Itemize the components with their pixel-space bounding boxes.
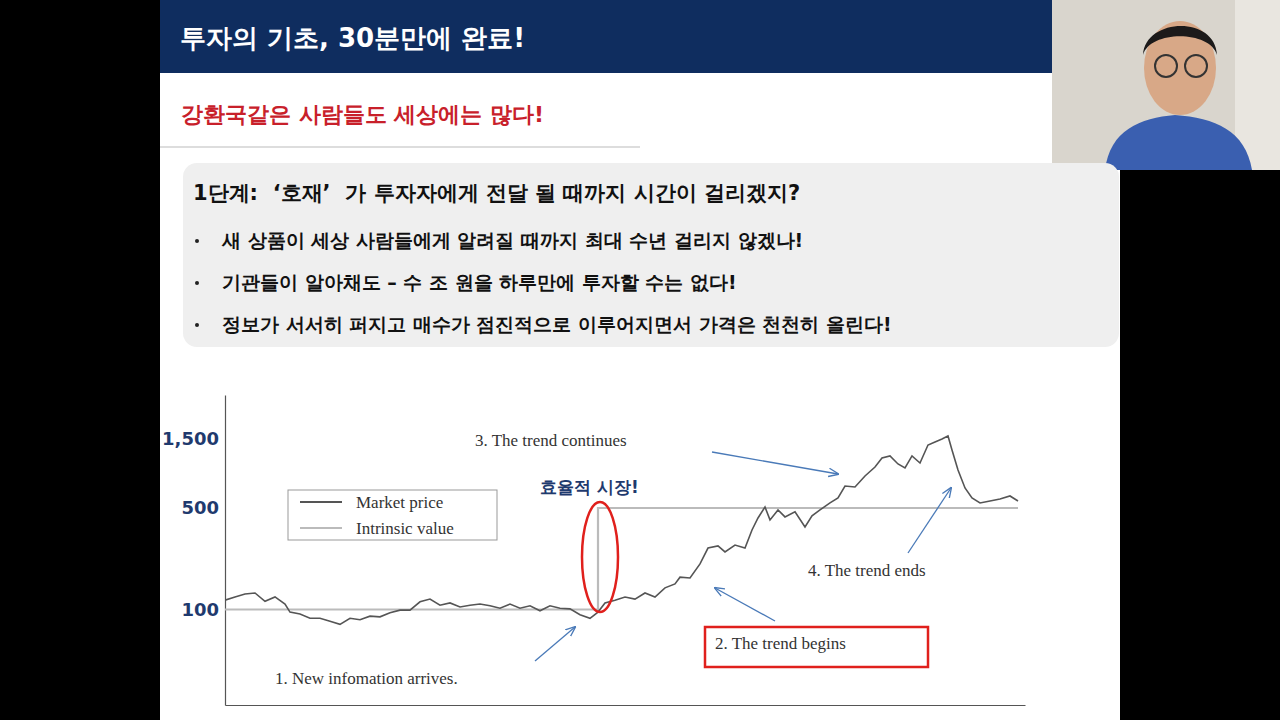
x-axis-line bbox=[226, 705, 1026, 706]
annotation-text: 1. New infomation arrives. bbox=[275, 669, 458, 688]
annotation-text: 3. The trend continues bbox=[475, 431, 627, 450]
annotation-arrow bbox=[715, 588, 775, 621]
bullet-text: 기관들이 알아채도 – 수 조 원을 하루만에 투자할 수는 없다! bbox=[222, 271, 737, 293]
y-tick: 100 bbox=[181, 599, 225, 620]
annotation-ellipse bbox=[582, 502, 618, 612]
webcam-glasses bbox=[1155, 55, 1177, 77]
y-tick: 1,500 bbox=[162, 428, 225, 449]
x-axis bbox=[226, 705, 1026, 706]
y-axis-line bbox=[225, 396, 226, 706]
y-tick-label: 100 bbox=[181, 599, 219, 620]
header-band bbox=[160, 0, 1052, 73]
bullet-dot bbox=[195, 281, 199, 285]
legend-swatch bbox=[300, 501, 342, 503]
box-heading: 1단계: ‘호재’ 가 투자자에게 전달 될 때까지 시간이 걸리겠지? bbox=[193, 181, 800, 205]
bullet-text: 새 상품이 세상 사람들에게 알려질 때까지 최대 수년 걸리지 않겠나! bbox=[221, 229, 803, 251]
bullet-text: 정보가 서서히 퍼지고 매수가 점진적으로 이루어지면서 가격은 천천히 올린다… bbox=[222, 313, 892, 335]
annotations: 1. New infomation arrives. 2. The trend b… bbox=[275, 431, 951, 688]
legend-box bbox=[288, 490, 497, 540]
text-box bbox=[183, 163, 1119, 347]
slide-canvas: 투자의 기초, 30분만에 완료! 강환국같은 사람들도 세상에는 많다! 1단계:… bbox=[0, 0, 1280, 720]
webcam-face bbox=[1144, 21, 1216, 115]
legend-label: Intrinsic value bbox=[356, 519, 454, 538]
plot-area bbox=[225, 436, 1018, 624]
annotation-box bbox=[705, 627, 928, 667]
webcam bbox=[1052, 0, 1280, 170]
annotation-arrow bbox=[908, 488, 951, 553]
legend-swatch bbox=[300, 527, 342, 529]
y-tick: 500 bbox=[181, 497, 225, 518]
market-price-line bbox=[225, 436, 1018, 624]
slide-background bbox=[160, 0, 1120, 720]
annotation-text: 4. The trend ends bbox=[808, 561, 926, 580]
webcam-background bbox=[1052, 0, 1280, 170]
legend-label: Market price bbox=[356, 493, 443, 512]
bullet-dot bbox=[195, 239, 199, 243]
annotation-arrow bbox=[535, 627, 575, 661]
legend: Market price Intrinsic value bbox=[288, 490, 497, 540]
annotation-text: 2. The trend begins bbox=[715, 634, 846, 653]
slide-subtitle: 강환국같은 사람들도 세상에는 많다! bbox=[181, 102, 544, 127]
bullet-dot bbox=[195, 323, 199, 327]
webcam-hair bbox=[1143, 26, 1217, 55]
slide-title: 투자의 기초, 30분만에 완료! bbox=[180, 23, 525, 53]
y-axis: 100 500 1,500 bbox=[162, 396, 225, 706]
annotation-arrow bbox=[712, 452, 838, 474]
webcam-shirt bbox=[1105, 115, 1252, 170]
subtitle-rule bbox=[160, 147, 640, 148]
webcam-glasses bbox=[1185, 55, 1207, 77]
annotation-text: 효율적 시장! bbox=[540, 477, 639, 497]
y-tick-label: 1,500 bbox=[162, 428, 219, 449]
y-tick-label: 500 bbox=[181, 497, 219, 518]
